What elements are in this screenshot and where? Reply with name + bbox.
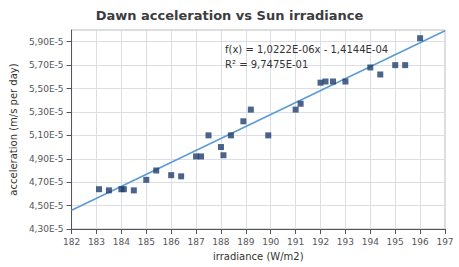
svg-text:acceleration (m/s per day): acceleration (m/s per day)	[8, 63, 19, 195]
svg-text:197: 197	[436, 237, 453, 247]
svg-text:4,90E-5: 4,90E-5	[29, 154, 64, 164]
svg-text:5,10E-5: 5,10E-5	[29, 130, 64, 140]
svg-text:194: 194	[362, 237, 379, 247]
svg-text:irradiance (W/m2): irradiance (W/m2)	[213, 251, 304, 262]
svg-text:5,90E-5: 5,90E-5	[29, 37, 64, 47]
svg-text:196: 196	[412, 237, 429, 247]
svg-text:189: 189	[237, 237, 254, 247]
svg-text:192: 192	[312, 237, 329, 247]
svg-text:183: 183	[88, 237, 105, 247]
svg-text:184: 184	[113, 237, 130, 247]
svg-text:186: 186	[163, 237, 180, 247]
svg-text:190: 190	[262, 237, 279, 247]
svg-text:R² = 9,7475E-01: R² = 9,7475E-01	[225, 59, 308, 70]
svg-text:5,30E-5: 5,30E-5	[29, 107, 64, 117]
svg-text:4,70E-5: 4,70E-5	[29, 177, 64, 187]
svg-text:5,70E-5: 5,70E-5	[29, 60, 64, 70]
svg-text:195: 195	[387, 237, 404, 247]
svg-text:193: 193	[337, 237, 354, 247]
svg-text:191: 191	[287, 237, 304, 247]
svg-text:188: 188	[212, 237, 229, 247]
svg-text:185: 185	[138, 237, 155, 247]
svg-text:5,50E-5: 5,50E-5	[29, 84, 64, 94]
svg-text:4,30E-5: 4,30E-5	[29, 224, 64, 234]
svg-text:4,50E-5: 4,50E-5	[29, 201, 64, 211]
svg-text:Dawn acceleration vs Sun irrad: Dawn acceleration vs Sun irradiance	[96, 8, 364, 23]
svg-text:182: 182	[63, 237, 80, 247]
svg-text:f(x) = 1,0222E-06x - 1,4144E-0: f(x) = 1,0222E-06x - 1,4144E-04	[225, 44, 388, 55]
svg-text:187: 187	[187, 237, 204, 247]
